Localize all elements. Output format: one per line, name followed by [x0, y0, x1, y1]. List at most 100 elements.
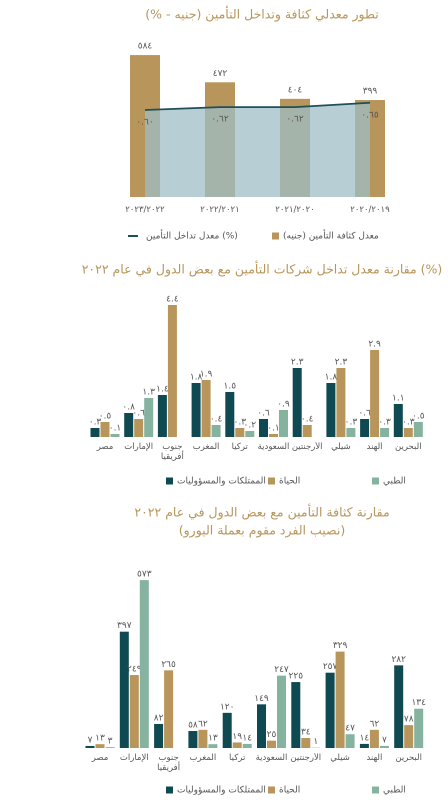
legend-label: معدل تداخل التأمين (%): [146, 229, 238, 242]
data-label: ٣٩٩: [363, 87, 378, 97]
bar: [259, 419, 268, 437]
chart-title: مقارنة كثافة التأمين مع بعض الدول في عام…: [134, 504, 389, 521]
bar: [211, 425, 221, 437]
bar: [301, 738, 311, 748]
bar: [245, 431, 255, 437]
x-tick-label-box: السعودية: [256, 753, 288, 763]
data-label: ١.٥: [224, 382, 237, 392]
x-tick-label: مصر: [96, 442, 114, 452]
bar: [302, 425, 312, 437]
data-label: ٧٨: [404, 715, 414, 725]
data-label: ٠.٤: [301, 415, 314, 425]
data-label: ١٣: [95, 734, 105, 744]
bar: [208, 744, 218, 748]
bar: [380, 428, 390, 437]
data-label: ٠.٦٢: [286, 115, 304, 125]
bar: [269, 434, 278, 437]
data-label: ٠.٢: [244, 421, 257, 431]
data-label: ٣٤: [301, 728, 311, 738]
x-tick-label: البحرين: [395, 753, 422, 763]
data-label: ٢٨٢: [391, 655, 406, 665]
data-label: ٢.٩: [368, 340, 381, 350]
data-label: ٢.٣: [335, 358, 348, 368]
bar: [164, 670, 174, 748]
x-tick-label: ٢٠٢٠/٢٠١٩: [350, 205, 390, 215]
x-tick-label: الهند: [366, 753, 383, 763]
bar: [134, 419, 144, 437]
data-label: ١٤٩: [254, 694, 269, 704]
bar: [139, 580, 149, 748]
bar: [100, 422, 110, 437]
data-label: ١٩: [232, 732, 242, 742]
data-label: ٤٠٤: [288, 85, 303, 95]
bar: [95, 744, 105, 748]
bar: [105, 747, 115, 748]
x-tick-label: الإمارات: [119, 753, 149, 763]
bar: [393, 404, 403, 437]
x-tick-label-box: شيلي: [330, 753, 350, 763]
chart-subtitle: (نصيب الفرد مقوم بعملة اليورو): [179, 523, 345, 539]
data-label: ١.٩: [200, 370, 213, 380]
bar: [129, 675, 139, 748]
data-label: ٠.٩: [277, 400, 290, 410]
x-tick-label: المغرب: [189, 753, 217, 763]
legend-marker: [372, 477, 379, 485]
bar: [346, 428, 356, 437]
bar: [157, 395, 167, 437]
x-tick-label: تركيا: [231, 442, 248, 452]
x-tick-label-box: المغرب: [192, 442, 220, 452]
x-tick-label-box: مصر: [92, 753, 109, 763]
bar: [379, 745, 389, 748]
x-tick-label: تركيا: [229, 753, 246, 763]
x-tick-label-box: جنوب أفريقيا: [160, 442, 184, 462]
data-label: ٨٢: [154, 713, 164, 723]
data-label: ١.٨: [325, 373, 338, 383]
x-tick-label-box: السعودية: [258, 442, 290, 452]
x-tick-label: المغرب: [192, 442, 220, 452]
bar: [198, 729, 208, 748]
bar: [124, 413, 134, 437]
bar: [414, 708, 424, 748]
x-tick-label: شيلي: [330, 753, 350, 763]
x-tick-label-box: المغرب: [189, 753, 217, 763]
bar: [394, 665, 404, 748]
x-tick-label: الإمارات: [124, 442, 154, 452]
data-label: ٠.٥: [412, 412, 425, 422]
bar: [369, 729, 379, 748]
data-label: ٠.٣: [402, 418, 415, 428]
data-label: ١.٤: [156, 385, 169, 395]
x-tick-label-box: الإمارات: [124, 442, 154, 452]
x-tick-label: جنوب أفريقيا: [160, 442, 184, 462]
legend-label: الحياة: [279, 786, 300, 796]
bar: [201, 380, 211, 437]
data-label: ٢٤٧: [274, 665, 289, 675]
bar: [90, 428, 100, 437]
legend-label: الممتلكات والمسؤوليات: [177, 786, 266, 796]
data-label: ٠.١: [267, 424, 280, 434]
legend-label: معدل كثافة التأمين (جنيه): [283, 229, 379, 242]
x-tick-label-box: البحرين: [395, 753, 422, 763]
x-tick-label: ٢٠٢٢/٢٠٢١: [200, 205, 240, 215]
bar: [154, 723, 164, 748]
x-tick-label-box: ٢٠٢١/٢٠٢٠: [275, 205, 314, 215]
line: [144, 101, 371, 111]
bar: [279, 410, 288, 437]
legend-marker: [166, 477, 173, 485]
legend-marker: [268, 786, 275, 794]
x-tick-label-box: الهند: [366, 753, 383, 763]
data-label: ٦٢: [198, 719, 208, 729]
bar: [345, 734, 355, 748]
legend-marker: [272, 232, 279, 240]
data-label: ٣: [108, 737, 113, 747]
data-label: ٠.٣: [378, 418, 391, 428]
x-tick-label-box: تركيا: [229, 753, 246, 763]
bar: [225, 392, 235, 437]
bar: [188, 731, 198, 748]
bar: [110, 434, 120, 437]
data-label: ٤.٤: [166, 295, 179, 305]
bar: [232, 742, 242, 748]
data-label: ٤٧٢: [213, 69, 228, 79]
data-label: ٧: [382, 735, 387, 745]
bar: [292, 368, 302, 437]
